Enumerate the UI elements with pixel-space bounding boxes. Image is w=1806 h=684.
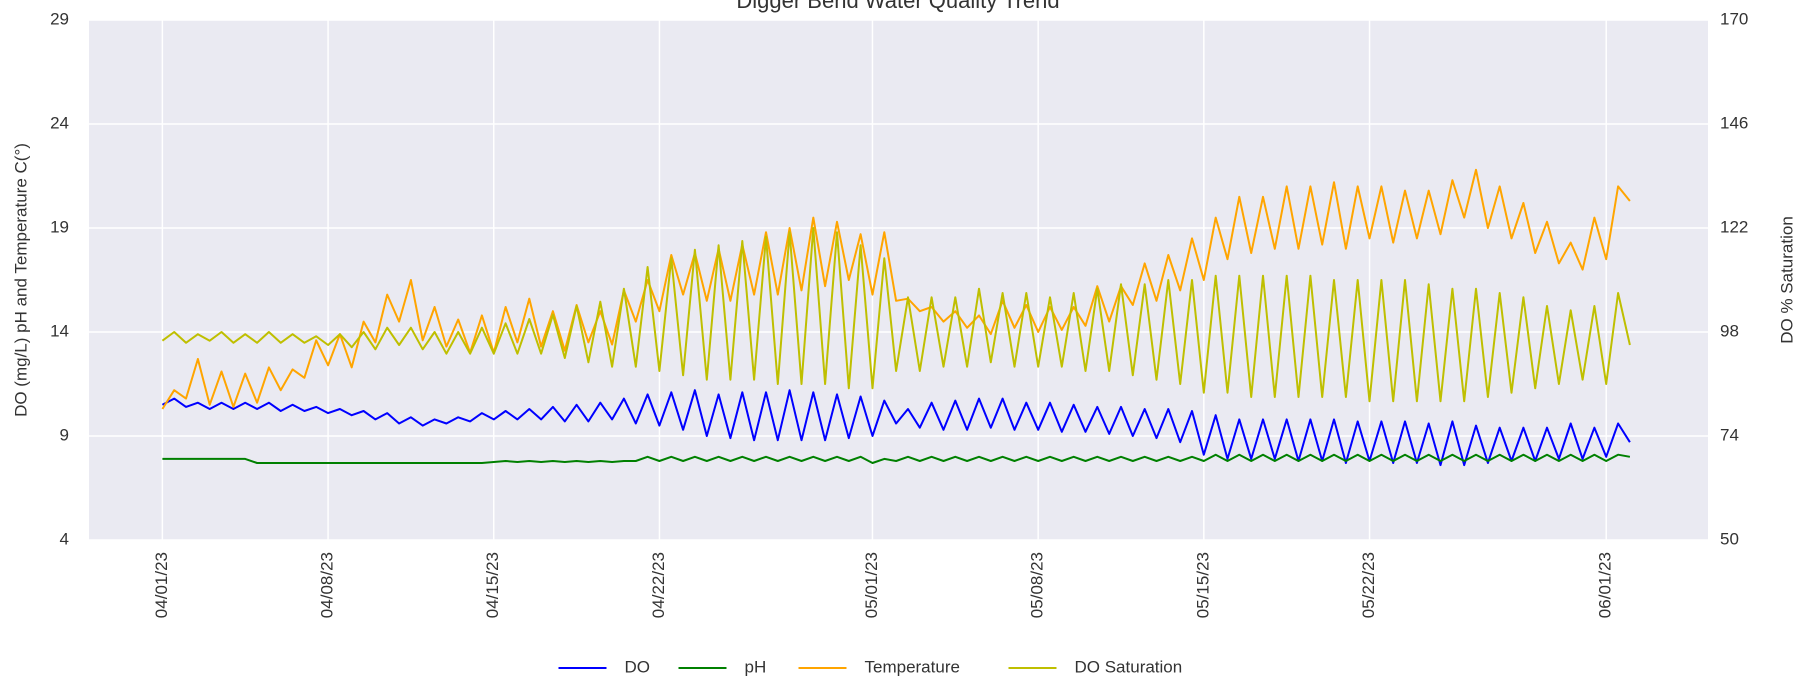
x-tick-label: 05/22/23 [1359, 552, 1378, 618]
y2-tick-label: 50 [1720, 529, 1739, 548]
y-tick-label: 19 [50, 217, 69, 236]
y2-tick-label: 98 [1720, 321, 1739, 340]
series-line [161, 227, 1631, 403]
y-tick-label: 24 [50, 113, 69, 132]
y-tick-label: 14 [50, 321, 69, 340]
x-tick-label: 04/15/23 [483, 552, 502, 618]
x-tick-label: 05/15/23 [1193, 552, 1212, 618]
x-tick-label: 04/22/23 [649, 552, 668, 618]
x-tick-label: 05/01/23 [862, 552, 881, 618]
legend-label: pH [745, 657, 767, 676]
y-axis-label: DO (mg/L) pH and Temperature C(°) [11, 143, 30, 417]
legend-label: DO [625, 657, 651, 676]
x-tick-label: 04/01/23 [152, 552, 171, 618]
y-tick-label: 29 [50, 9, 69, 28]
chart-title: Digger Bend Water Quality Trend [736, 0, 1059, 13]
x-tick-label: 06/01/23 [1596, 552, 1615, 618]
series-line [161, 389, 1631, 467]
y2-tick-label: 74 [1720, 425, 1739, 444]
y2-axis-label: DO % Saturation [1777, 216, 1796, 344]
x-tick-label: 04/08/23 [318, 552, 337, 618]
series-line [161, 168, 1631, 410]
y-tick-label: 9 [60, 425, 69, 444]
y2-tick-label: 122 [1720, 217, 1748, 236]
y-tick-label: 4 [60, 529, 69, 548]
y2-tick-label: 146 [1720, 113, 1748, 132]
x-tick-label: 05/08/23 [1028, 552, 1047, 618]
y2-tick-label: 170 [1720, 9, 1748, 28]
series-line [162, 453, 1631, 464]
legend-label: DO Saturation [1075, 657, 1183, 676]
legend-label: Temperature [865, 657, 960, 676]
